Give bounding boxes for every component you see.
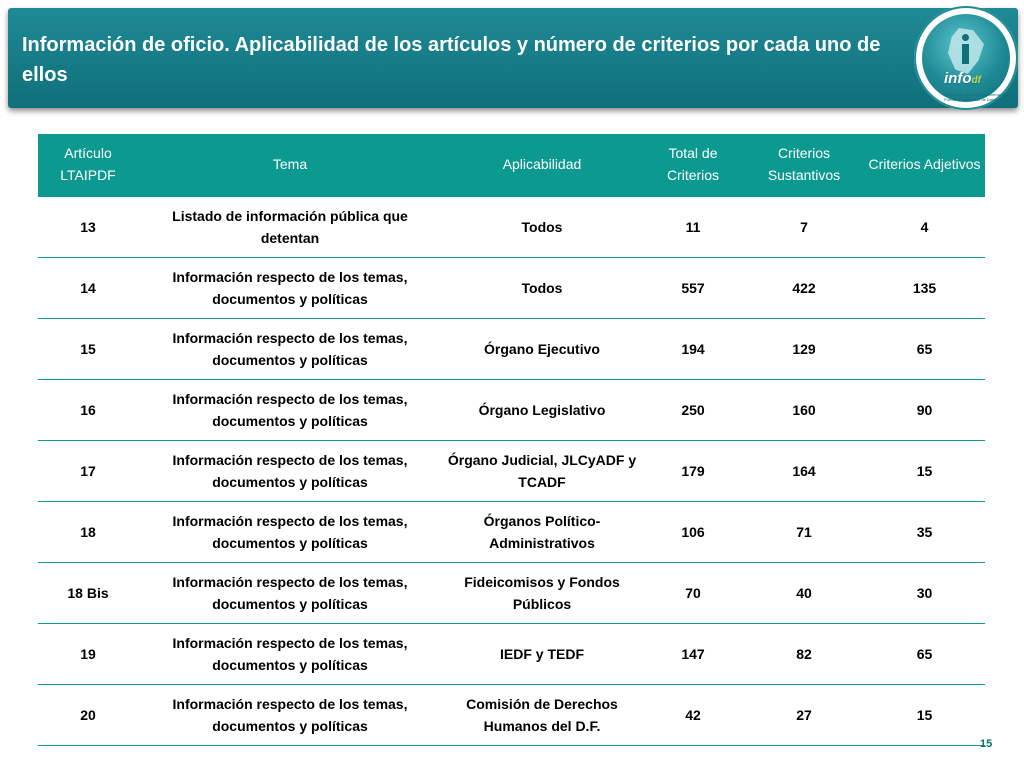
tema-cell: Información respecto de los temas, docum…	[138, 379, 442, 441]
adjetivos-cell: 30	[864, 562, 985, 624]
sustantivos-cell: 40	[744, 562, 864, 624]
table-header-row: Artículo LTAIPDF Tema Aplicabilidad Tota…	[38, 134, 985, 196]
aplicabilidad-cell: Todos	[442, 257, 642, 319]
page-title: Información de oficio. Aplicabilidad de …	[22, 34, 881, 86]
header-adjetivos: Criterios Adjetivos	[864, 134, 985, 196]
adjetivos-cell: 65	[864, 623, 985, 685]
adjetivos-cell: 15	[864, 684, 985, 746]
header-tema: Tema	[138, 134, 442, 196]
header-articulo: Artículo LTAIPDF	[38, 134, 138, 196]
tema-cell: Información respecto de los temas, docum…	[138, 562, 442, 624]
table-row: 15 Información respecto de los temas, doc…	[38, 318, 985, 380]
tema-cell: Información respecto de los temas, docum…	[138, 501, 442, 563]
header-aplicabilidad: Aplicabilidad	[442, 134, 642, 196]
articulo-cell: 13	[38, 194, 138, 258]
tema-cell: Información respecto de los temas, docum…	[138, 623, 442, 685]
articulo-cell: 18 Bis	[38, 562, 138, 624]
total-cell: 557	[642, 257, 744, 319]
aplicabilidad-cell: Órgano Judicial, JLCyADF y TCADF	[442, 440, 642, 502]
table-row: 16 Información respecto de los temas, doc…	[38, 379, 985, 441]
adjetivos-cell: 15	[864, 440, 985, 502]
sustantivos-cell: 422	[744, 257, 864, 319]
adjetivos-cell: 4	[864, 194, 985, 258]
aplicabilidad-cell: Comisión de Derechos Humanos del D.F.	[442, 684, 642, 746]
aplicabilidad-cell: Fideicomisos y Fondos Públicos	[442, 562, 642, 624]
header-sustantivos: Criterios Sustantivos	[744, 134, 864, 196]
aplicabilidad-cell: IEDF y TEDF	[442, 623, 642, 685]
aplicabilidad-cell: Órganos Político-Administrativos	[442, 501, 642, 563]
total-cell: 70	[642, 562, 744, 624]
sustantivos-cell: 129	[744, 318, 864, 380]
adjetivos-cell: 35	[864, 501, 985, 563]
info-df-logo: infodf Instituto de Acceso a la Informac…	[914, 6, 1018, 110]
articulo-cell: 16	[38, 379, 138, 441]
header-total: Total de Criterios	[642, 134, 744, 196]
table-row: 18 Información respecto de los temas, doc…	[38, 501, 985, 563]
table-row: 18 Bis Información respecto de los temas,…	[38, 562, 985, 624]
articulo-cell: 15	[38, 318, 138, 380]
logo-suffix: df	[971, 75, 981, 86]
total-cell: 11	[642, 194, 744, 258]
total-cell: 194	[642, 318, 744, 380]
table-row: 13 Listado de información pública que det…	[38, 194, 985, 258]
adjetivos-cell: 65	[864, 318, 985, 380]
articulo-cell: 20	[38, 684, 138, 746]
total-cell: 179	[642, 440, 744, 502]
total-cell: 147	[642, 623, 744, 685]
info-i-icon	[962, 34, 969, 41]
tema-cell: Información respecto de los temas, docum…	[138, 440, 442, 502]
logo-emblem	[922, 14, 1010, 102]
title-bar: Información de oficio. Aplicabilidad de …	[8, 8, 1018, 108]
aplicabilidad-cell: Órgano Legislativo	[442, 379, 642, 441]
logo-tagline: Instituto de Acceso a la Información Púb…	[944, 92, 1008, 102]
adjetivos-cell: 90	[864, 379, 985, 441]
total-cell: 42	[642, 684, 744, 746]
page-number: 15	[980, 738, 993, 750]
articulo-cell: 14	[38, 257, 138, 319]
tema-cell: Información respecto de los temas, docum…	[138, 257, 442, 319]
articulo-cell: 19	[38, 623, 138, 685]
table-row: 14 Información respecto de los temas, doc…	[38, 257, 985, 319]
info-i-bar	[962, 44, 969, 64]
total-cell: 106	[642, 501, 744, 563]
sustantivos-cell: 82	[744, 623, 864, 685]
adjetivos-cell: 135	[864, 257, 985, 319]
logo-word: info	[944, 70, 972, 87]
sustantivos-cell: 164	[744, 440, 864, 502]
criteria-table: Artículo LTAIPDF Tema Aplicabilidad Tota…	[38, 134, 985, 746]
sustantivos-cell: 27	[744, 684, 864, 746]
table-row: 19 Información respecto de los temas, doc…	[38, 623, 985, 685]
articulo-cell: 18	[38, 501, 138, 563]
table-row: 20 Información respecto de los temas, doc…	[38, 684, 985, 746]
aplicabilidad-cell: Todos	[442, 194, 642, 258]
tema-cell: Información respecto de los temas, docum…	[138, 318, 442, 380]
table-row: 17 Información respecto de los temas, doc…	[38, 440, 985, 502]
sustantivos-cell: 160	[744, 379, 864, 441]
tema-cell: Listado de información pública que deten…	[138, 194, 442, 258]
aplicabilidad-cell: Órgano Ejecutivo	[442, 318, 642, 380]
sustantivos-cell: 71	[744, 501, 864, 563]
total-cell: 250	[642, 379, 744, 441]
sustantivos-cell: 7	[744, 194, 864, 258]
logo-wordmark: infodf	[944, 70, 981, 87]
articulo-cell: 17	[38, 440, 138, 502]
tema-cell: Información respecto de los temas, docum…	[138, 684, 442, 746]
